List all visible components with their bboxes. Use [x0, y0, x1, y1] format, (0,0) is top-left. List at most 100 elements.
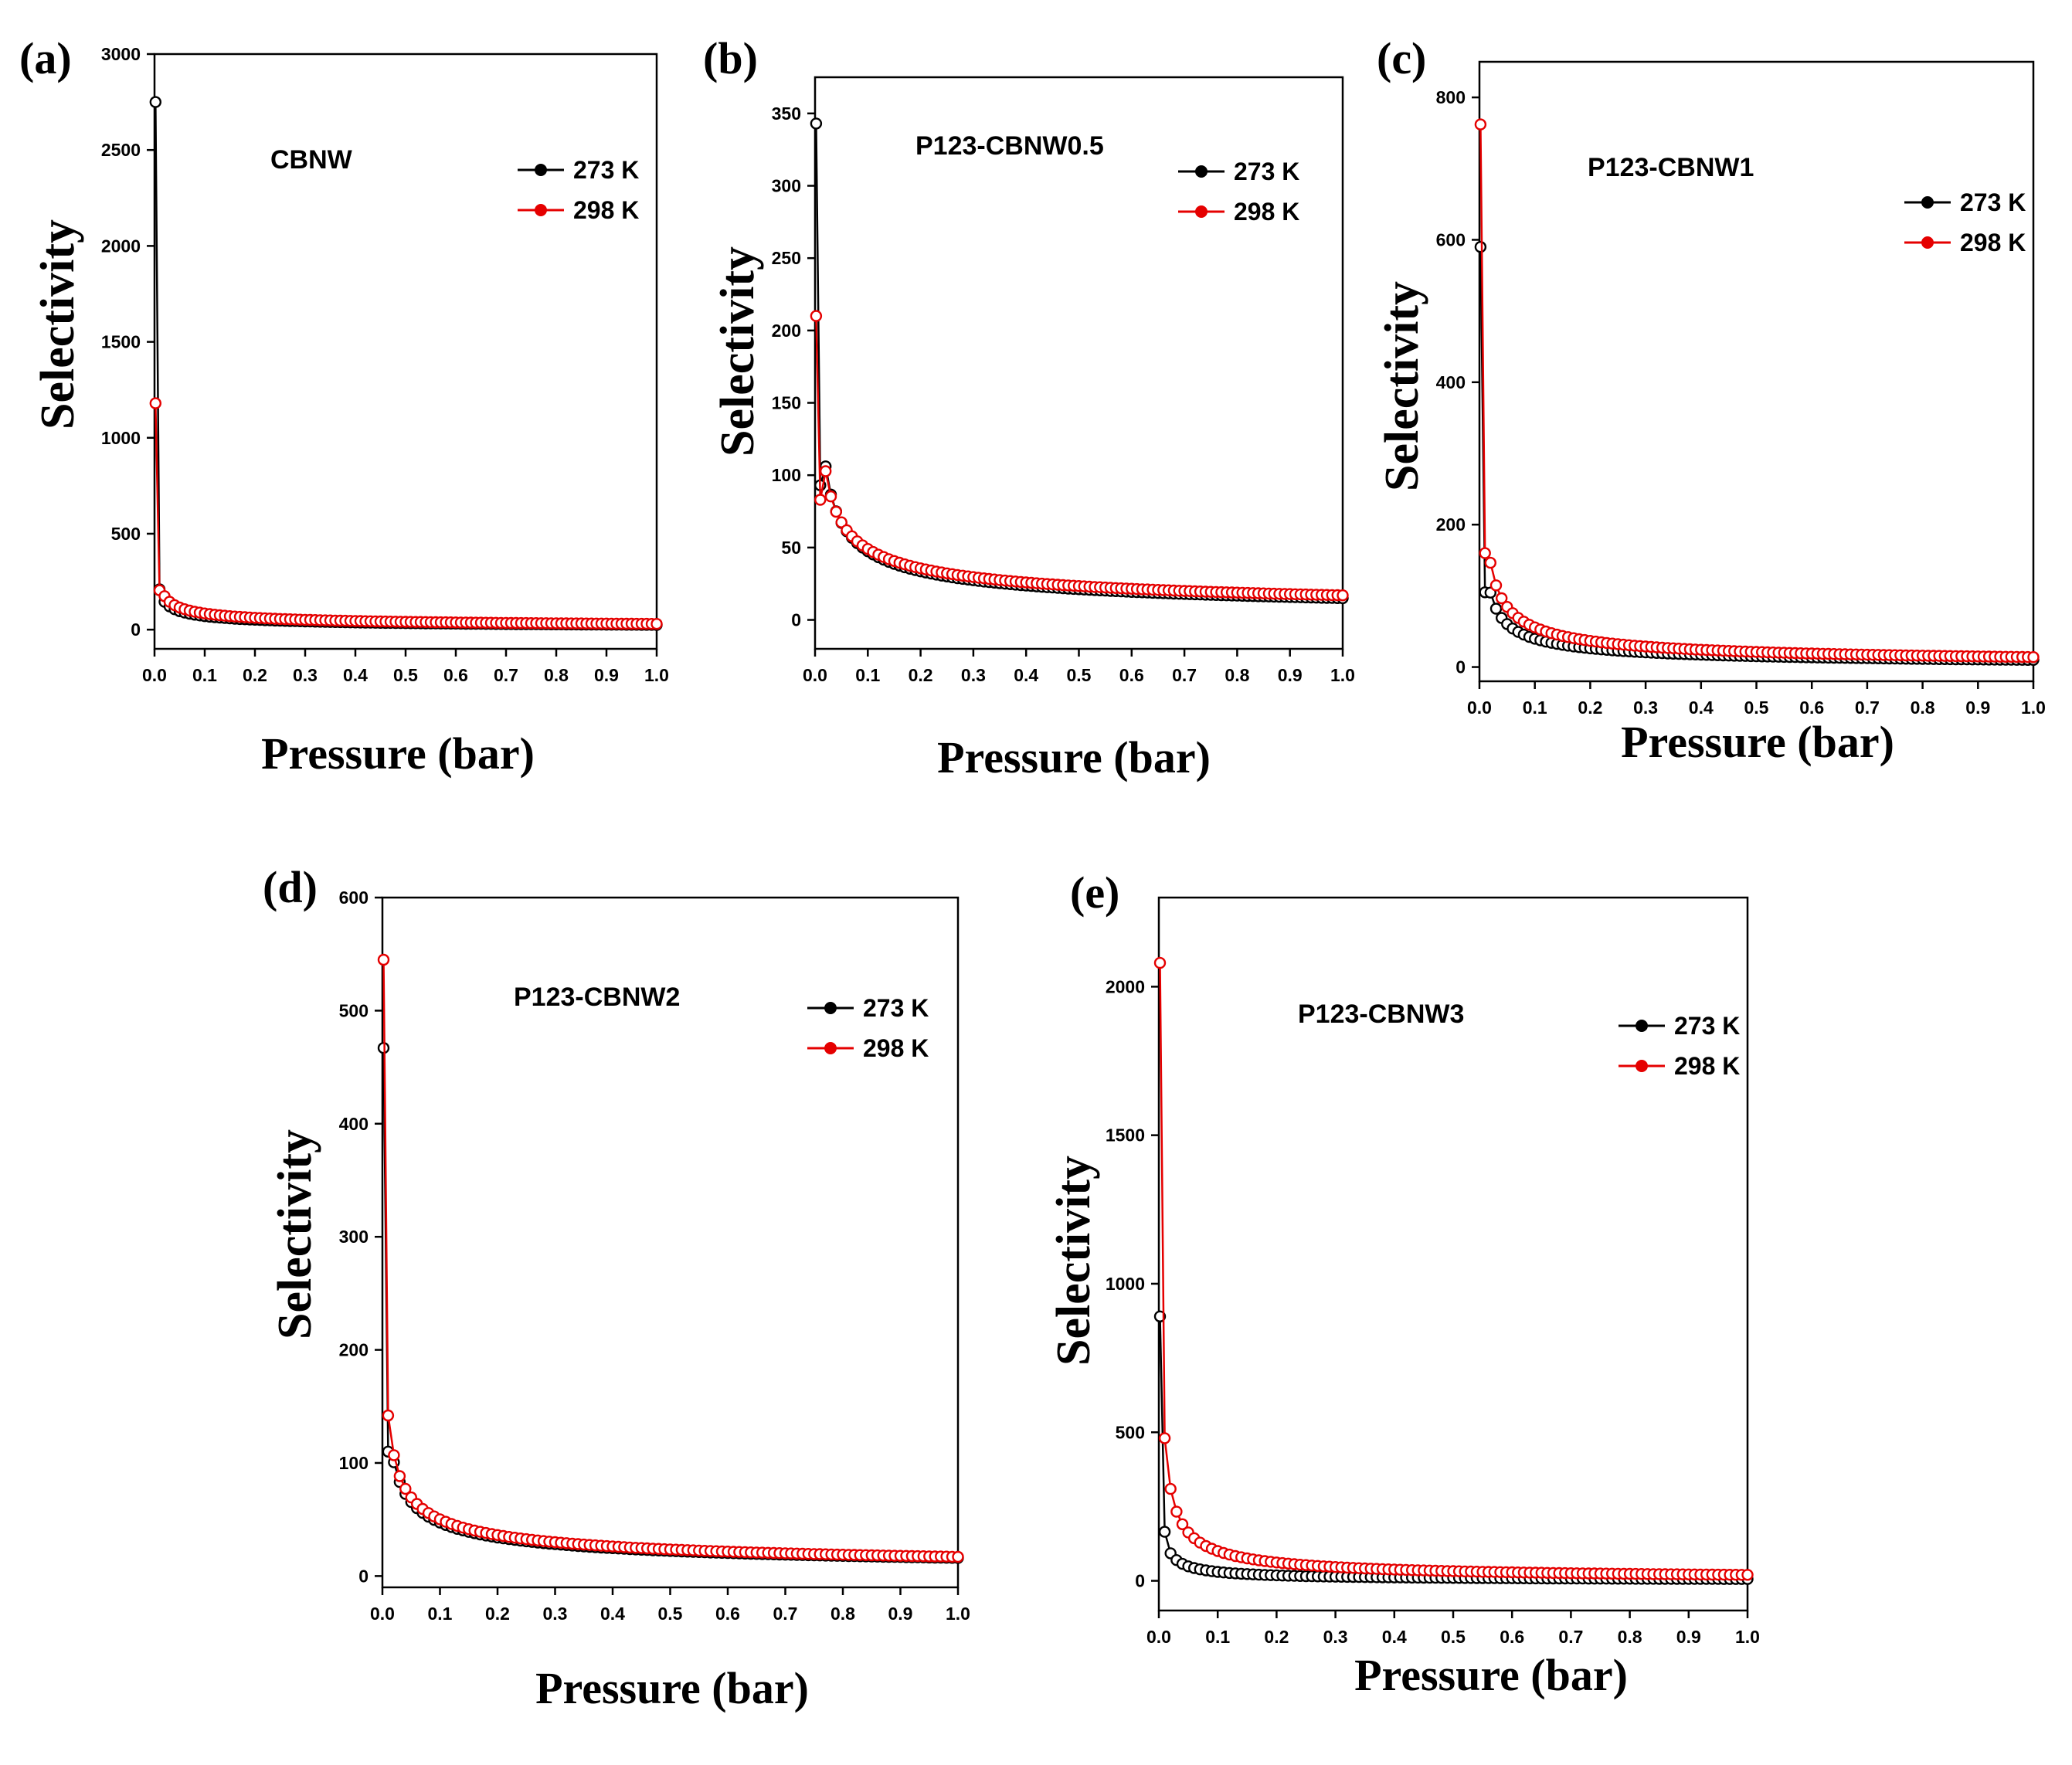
series-273k: [1153, 1310, 1754, 1585]
y-axis-title: Selectivity: [269, 1129, 321, 1339]
data-point: [1337, 589, 1349, 602]
y-tick-label: 2000: [101, 236, 141, 256]
x-tick-label: 0.3: [543, 1604, 568, 1624]
y-tick-label: 300: [772, 176, 801, 196]
data-point: [824, 490, 837, 503]
legend-marker: [1921, 236, 1934, 249]
x-tick-label: 0.6: [443, 665, 468, 685]
y-tick-label: 600: [339, 888, 369, 908]
x-axis-title: Pressure (bar): [535, 1663, 809, 1713]
legend-label: 298 K: [1674, 1052, 1740, 1080]
y-tick-label: 2000: [1106, 976, 1145, 996]
legend-label: 273 K: [1674, 1012, 1740, 1040]
data-point: [835, 516, 847, 528]
data-point: [1489, 579, 1503, 592]
y-tick-label: 50: [781, 538, 801, 558]
legend-marker: [535, 204, 547, 216]
y-tick-label: 200: [339, 1340, 369, 1360]
y-tick-label: 100: [772, 465, 801, 485]
y-tick-label: 400: [339, 1114, 369, 1134]
x-tick-label: 0.7: [1172, 665, 1197, 685]
series-273k: [377, 1041, 964, 1564]
panel-letter: (d): [263, 862, 318, 912]
legend-label: 298 K: [863, 1034, 929, 1062]
series-line: [1159, 1316, 1748, 1580]
legend-marker: [1636, 1020, 1648, 1032]
data-point: [382, 1409, 395, 1422]
y-tick-label: 1500: [1106, 1125, 1145, 1146]
x-tick-label: 0.2: [1264, 1627, 1289, 1647]
chart-panel-a: 0.0 0.1 0.2 0.3 0.4 0.5 0.6 0.7 0.8 0.9 1.0 0 500 100…: [19, 33, 669, 779]
data-point: [1495, 592, 1508, 605]
data-point: [1170, 1505, 1183, 1518]
y-tick-label: 400: [1436, 372, 1466, 392]
x-tick-label: 1.0: [946, 1604, 970, 1624]
x-tick-label: 0.0: [1467, 698, 1492, 718]
x-tick-label: 0.6: [715, 1604, 740, 1624]
x-tick-label: 0.8: [544, 665, 569, 685]
x-tick-label: 1.0: [1735, 1627, 1760, 1647]
legend-marker: [535, 164, 547, 176]
y-tick-label: 500: [339, 1000, 369, 1020]
data-point: [149, 96, 162, 108]
x-tick-label: 0.5: [658, 1604, 683, 1624]
x-tick-label: 0.7: [494, 665, 518, 685]
x-tick-label: 0.8: [830, 1604, 855, 1624]
x-tick-label: 0.4: [1689, 698, 1714, 718]
data-point: [377, 953, 390, 966]
x-tick-label: 0.9: [1965, 698, 1990, 718]
legend-marker: [1195, 165, 1208, 178]
data-point: [830, 505, 843, 518]
data-point: [1484, 556, 1497, 569]
y-tick-label: 0: [1135, 1571, 1145, 1591]
series-298k: [1153, 956, 1754, 1581]
x-tick-label: 0.2: [909, 665, 933, 685]
x-tick-label: 0.1: [1523, 698, 1547, 718]
y-tick-label: 2500: [101, 140, 141, 160]
series-298k: [1474, 118, 2040, 664]
legend-label: 273 K: [1960, 188, 2026, 216]
data-point: [650, 618, 663, 630]
x-axis-title: Pressure (bar): [937, 732, 1211, 782]
chart-panel-e: 0.0 0.1 0.2 0.3 0.4 0.5 0.6 0.7 0.8 0.9 1.0 0 500 100…: [1048, 867, 1760, 1700]
x-axis-title: Pressure (bar): [261, 728, 535, 779]
y-tick-label: 300: [339, 1227, 369, 1247]
chart-panel-c: 0.0 0.1 0.2 0.3 0.4 0.5 0.6 0.7 0.8 0.9 1.0 0 200 400…: [1376, 33, 2046, 767]
data-point: [393, 1470, 406, 1482]
y-tick-label: 0: [358, 1566, 369, 1586]
y-tick-label: 500: [1116, 1422, 1145, 1442]
x-tick-label: 0.3: [1633, 698, 1658, 718]
data-point: [149, 397, 162, 409]
x-tick-label: 0.1: [428, 1604, 453, 1624]
y-tick-label: 350: [772, 104, 801, 124]
y-tick-label: 0: [131, 619, 141, 640]
y-axis-title: Selectivity: [1376, 281, 1428, 491]
panel-letter: (c): [1377, 33, 1426, 83]
data-point: [1164, 1482, 1177, 1495]
x-tick-label: 1.0: [2021, 698, 2046, 718]
chart-panel-d: 0.0 0.1 0.2 0.3 0.4 0.5 0.6 0.7 0.8 0.9 1.0 0 100 200…: [263, 862, 970, 1713]
sample-label: P123-CBNW0.5: [915, 131, 1104, 161]
data-point: [814, 494, 827, 506]
x-tick-label: 0.3: [961, 665, 986, 685]
legend-marker: [1195, 205, 1208, 218]
panel-letter: (e): [1070, 867, 1119, 918]
data-point: [1158, 1526, 1171, 1538]
legend-marker: [824, 1042, 837, 1054]
series-line: [815, 316, 1343, 596]
sample-label: CBNW: [270, 145, 353, 175]
x-tick-label: 0.6: [1500, 1627, 1524, 1647]
x-tick-label: 0.6: [1119, 665, 1144, 685]
series-273k: [1474, 241, 2040, 666]
legend-label: 298 K: [573, 196, 639, 224]
x-tick-label: 0.2: [485, 1604, 510, 1624]
data-point: [1474, 118, 1487, 131]
x-tick-label: 0.0: [142, 665, 167, 685]
series-line: [1479, 246, 2033, 661]
series-273k: [810, 117, 1349, 605]
series-298k: [810, 310, 1349, 602]
sample-label: P123-CBNW3: [1298, 1000, 1464, 1029]
y-tick-label: 200: [772, 321, 801, 341]
x-tick-label: 0.5: [1441, 1627, 1466, 1647]
data-point: [1489, 602, 1503, 615]
